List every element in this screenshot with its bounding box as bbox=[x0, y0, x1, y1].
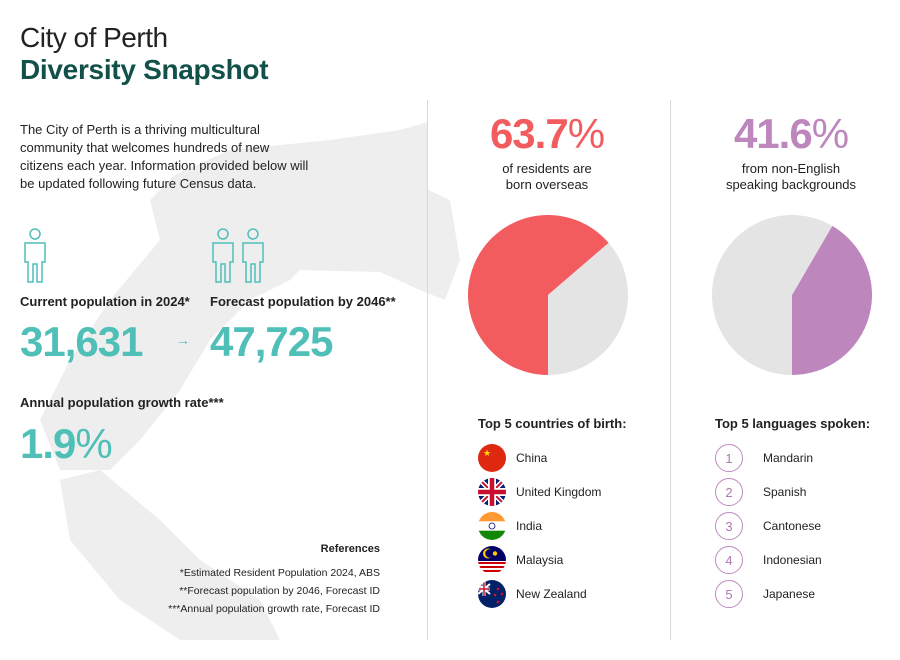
non-english-unit: % bbox=[811, 110, 849, 157]
languages-list: 1 Mandarin 2 Spanish 3 Cantonese 4 Indonesia… bbox=[715, 441, 822, 611]
language-name: Cantonese bbox=[763, 519, 822, 533]
list-item: 4 Indonesian bbox=[715, 543, 822, 577]
non-english-pie-chart bbox=[712, 214, 872, 375]
overseas-caption: of residents are born overseas bbox=[427, 161, 667, 193]
reference-item: ***Annual population growth rate, Foreca… bbox=[168, 603, 380, 615]
list-item: 5 Japanese bbox=[715, 577, 822, 611]
country-name: India bbox=[516, 519, 543, 533]
arrow-icon: → bbox=[176, 332, 190, 348]
country-name: Malaysia bbox=[516, 553, 564, 567]
malaysia-flag-icon bbox=[478, 546, 506, 574]
growth-rate-label: Annual population growth rate*** bbox=[20, 395, 224, 410]
china-flag-icon: ★ bbox=[478, 444, 506, 472]
language-name: Mandarin bbox=[763, 451, 814, 465]
reference-item: **Forecast population by 2046, Forecast … bbox=[179, 585, 380, 597]
growth-number: 1.9 bbox=[20, 420, 76, 467]
references-title: References bbox=[320, 543, 380, 555]
list-item: 3 Cantonese bbox=[715, 509, 822, 543]
forecast-population-label: Forecast population by 2046** bbox=[210, 294, 396, 309]
list-item: United Kingdom bbox=[478, 475, 601, 509]
current-population-label: Current population in 2024* bbox=[20, 294, 190, 309]
overseas-stat: 63.7% bbox=[427, 110, 667, 158]
title-snapshot: Diversity Snapshot bbox=[20, 54, 269, 85]
pie-slice-rest bbox=[548, 242, 628, 375]
non-english-caption: from non-English speaking backgrounds bbox=[671, 161, 900, 193]
person-icon bbox=[24, 228, 46, 283]
rank-badge: 4 bbox=[715, 546, 743, 574]
intro-text: The City of Perth is a thriving multicul… bbox=[20, 122, 309, 191]
country-name: United Kingdom bbox=[516, 485, 602, 499]
list-item: New Zealand bbox=[478, 577, 601, 611]
title-city: City of Perth bbox=[20, 22, 168, 53]
forecast-population-value: 47,725 bbox=[210, 318, 333, 365]
current-population-value: 31,631 bbox=[20, 318, 143, 365]
india-flag-icon bbox=[478, 512, 506, 540]
language-name: Japanese bbox=[763, 587, 816, 601]
references: References *Estimated Resident Populatio… bbox=[168, 540, 380, 618]
new-zealand-flag-icon bbox=[478, 580, 506, 608]
growth-rate-value: 1.9% bbox=[20, 420, 113, 468]
list-item: Malaysia bbox=[478, 543, 601, 577]
overseas-value: 63.7 bbox=[489, 110, 569, 157]
rank-badge: 1 bbox=[715, 444, 743, 472]
uk-flag-icon bbox=[478, 478, 506, 506]
country-name: New Zealand bbox=[516, 587, 587, 601]
divider bbox=[427, 100, 428, 640]
language-name: Indonesian bbox=[763, 553, 822, 567]
rank-badge: 3 bbox=[715, 512, 743, 540]
caption-line: from non-English bbox=[741, 161, 841, 176]
list-item: ★ China bbox=[478, 441, 601, 475]
list-item: 1 Mandarin bbox=[715, 441, 822, 475]
country-name: China bbox=[516, 451, 548, 465]
caption-line: speaking backgrounds bbox=[725, 177, 857, 192]
caption-line: born overseas bbox=[505, 177, 589, 192]
non-english-stat: 41.6% bbox=[671, 110, 900, 158]
countries-title: Top 5 countries of birth: bbox=[478, 416, 627, 431]
pie-slice-highlight bbox=[468, 215, 609, 375]
rank-badge: 2 bbox=[715, 478, 743, 506]
divider bbox=[670, 100, 671, 640]
list-item: India bbox=[478, 509, 601, 543]
pie-slice-highlight bbox=[792, 225, 872, 375]
overseas-unit: % bbox=[567, 110, 605, 157]
countries-list: ★ China United Kingdom India Malaysia Ne… bbox=[478, 441, 601, 611]
svg-text:★: ★ bbox=[483, 448, 491, 458]
language-name: Spanish bbox=[763, 485, 807, 499]
non-english-value: 41.6 bbox=[733, 110, 813, 157]
languages-title: Top 5 languages spoken: bbox=[715, 416, 871, 431]
growth-unit: % bbox=[75, 420, 112, 467]
pie-slice-rest bbox=[712, 214, 833, 375]
two-people-icon bbox=[212, 228, 264, 283]
overseas-pie-chart bbox=[468, 215, 628, 375]
rank-badge: 5 bbox=[715, 580, 743, 608]
reference-item: *Estimated Resident Population 2024, ABS bbox=[179, 567, 380, 579]
caption-line: of residents are bbox=[502, 161, 592, 176]
list-item: 2 Spanish bbox=[715, 475, 822, 509]
